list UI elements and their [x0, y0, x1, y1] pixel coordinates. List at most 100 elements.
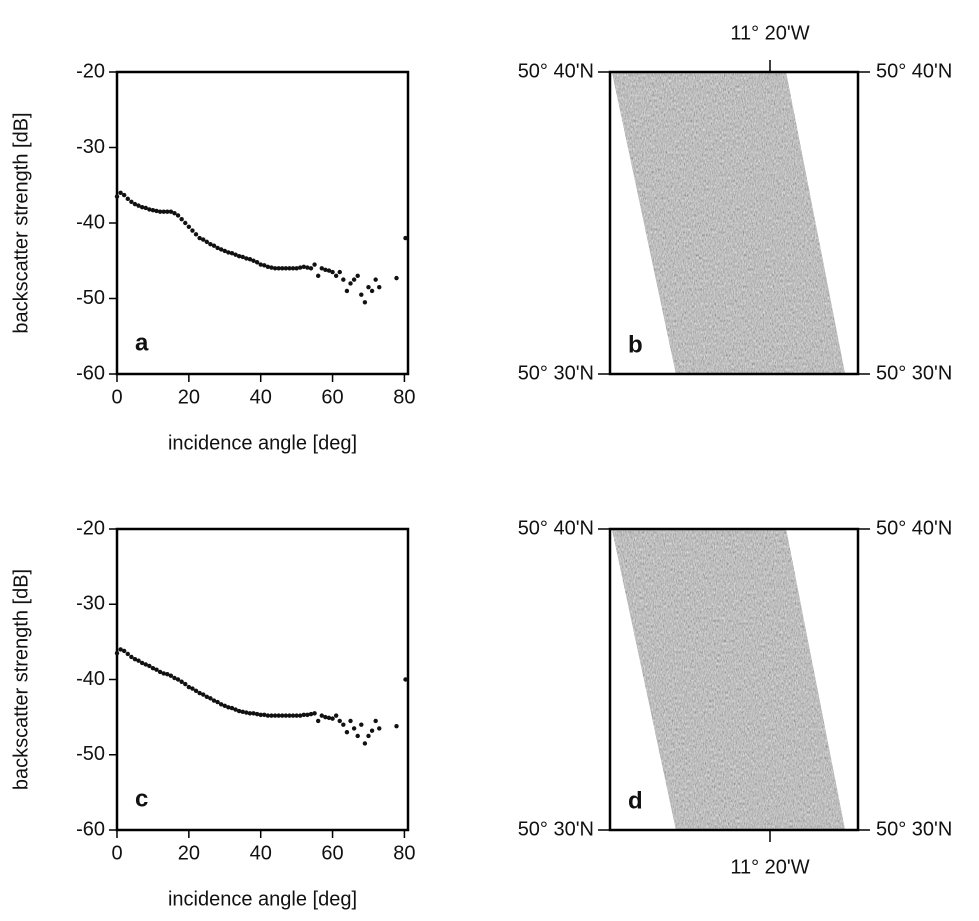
x-tick-label: 20 — [178, 386, 200, 408]
data-point — [301, 712, 307, 718]
data-point — [247, 257, 253, 262]
x-tick-label: 80 — [393, 842, 415, 864]
data-point — [298, 713, 303, 718]
data-point — [190, 686, 195, 691]
y-axis-label: backscatter strength [dB] — [10, 569, 32, 790]
data-point — [305, 712, 310, 718]
data-point — [373, 277, 378, 282]
data-point — [333, 273, 339, 279]
y-tick-label: -40 — [76, 211, 105, 233]
data-point — [341, 277, 346, 282]
data-point — [362, 300, 368, 305]
data-point — [233, 707, 238, 712]
data-point — [218, 702, 224, 707]
data-point — [204, 694, 210, 700]
x-tick-label: 0 — [111, 842, 122, 864]
panel-label: d — [628, 787, 643, 814]
data-point — [326, 715, 332, 721]
data-point — [229, 251, 235, 256]
y-tick-label: -20 — [76, 517, 105, 539]
data-point — [222, 703, 227, 709]
data-point — [258, 712, 263, 718]
data-point — [269, 713, 274, 718]
data-point — [197, 235, 202, 241]
data-point — [355, 733, 360, 739]
data-point — [326, 268, 332, 273]
data-point — [114, 194, 120, 199]
data-point — [168, 209, 174, 214]
data-point — [394, 275, 399, 281]
data-point — [132, 656, 138, 662]
data-point — [121, 192, 127, 198]
lon-label: 11° 20'W — [730, 856, 809, 878]
data-point — [197, 690, 202, 696]
data-point — [157, 669, 163, 675]
data-point — [183, 681, 188, 687]
data-point — [139, 204, 145, 210]
data-point — [143, 662, 148, 667]
data-point — [323, 267, 328, 273]
data-point — [290, 266, 296, 271]
panel-label: a — [135, 329, 149, 356]
data-point — [179, 679, 184, 684]
data-point — [211, 243, 217, 248]
lat-label: 50° 40'N — [876, 517, 952, 539]
data-point — [362, 741, 368, 746]
data-point — [154, 208, 159, 214]
data-point — [366, 733, 371, 739]
data-point — [157, 209, 163, 214]
data-point — [319, 713, 324, 718]
data-point — [308, 266, 314, 271]
y-tick-label: -20 — [76, 60, 105, 82]
data-point — [114, 650, 120, 656]
data-point — [247, 711, 253, 716]
data-point — [136, 658, 141, 663]
x-tick-label: 60 — [321, 842, 343, 864]
data-point — [193, 688, 199, 693]
data-point — [172, 675, 177, 681]
lon-label: 11° 20'W — [730, 22, 809, 44]
data-point — [168, 673, 174, 678]
data-point — [276, 266, 281, 271]
data-point — [132, 201, 138, 207]
y-tick-label: -30 — [76, 136, 105, 158]
data-point — [294, 713, 299, 718]
data-point — [222, 248, 227, 254]
data-point — [121, 648, 127, 654]
data-point — [215, 245, 220, 251]
data-point — [315, 273, 321, 279]
y-tick-label: -60 — [76, 362, 105, 384]
data-point — [183, 220, 188, 226]
data-point — [201, 237, 206, 242]
data-point — [251, 711, 256, 716]
data-point — [204, 239, 210, 245]
data-point — [323, 714, 328, 720]
data-point — [269, 265, 274, 270]
data-point — [175, 213, 181, 218]
data-point — [125, 651, 130, 657]
data-point — [359, 722, 364, 727]
data-point — [229, 705, 235, 711]
data-point — [351, 277, 357, 282]
data-point — [287, 266, 292, 271]
data-point — [312, 711, 317, 716]
data-point — [348, 718, 353, 724]
data-point — [294, 266, 299, 271]
x-tick-label: 0 — [111, 386, 122, 408]
data-point — [236, 708, 242, 714]
data-point — [129, 654, 134, 660]
data-point — [244, 710, 249, 715]
data-point — [319, 266, 324, 271]
lat-label: 50° 30'N — [876, 818, 952, 840]
data-point — [344, 729, 350, 735]
data-point — [308, 711, 314, 717]
data-point — [369, 288, 375, 294]
x-tick-label: 40 — [250, 386, 272, 408]
data-point — [244, 256, 249, 261]
data-point — [208, 241, 213, 247]
lat-label: 50° 30'N — [876, 362, 952, 384]
data-point — [147, 207, 152, 212]
x-tick-label: 80 — [393, 386, 415, 408]
x-axis-label: incidence angle [deg] — [168, 888, 357, 910]
plot-frame — [115, 527, 410, 832]
